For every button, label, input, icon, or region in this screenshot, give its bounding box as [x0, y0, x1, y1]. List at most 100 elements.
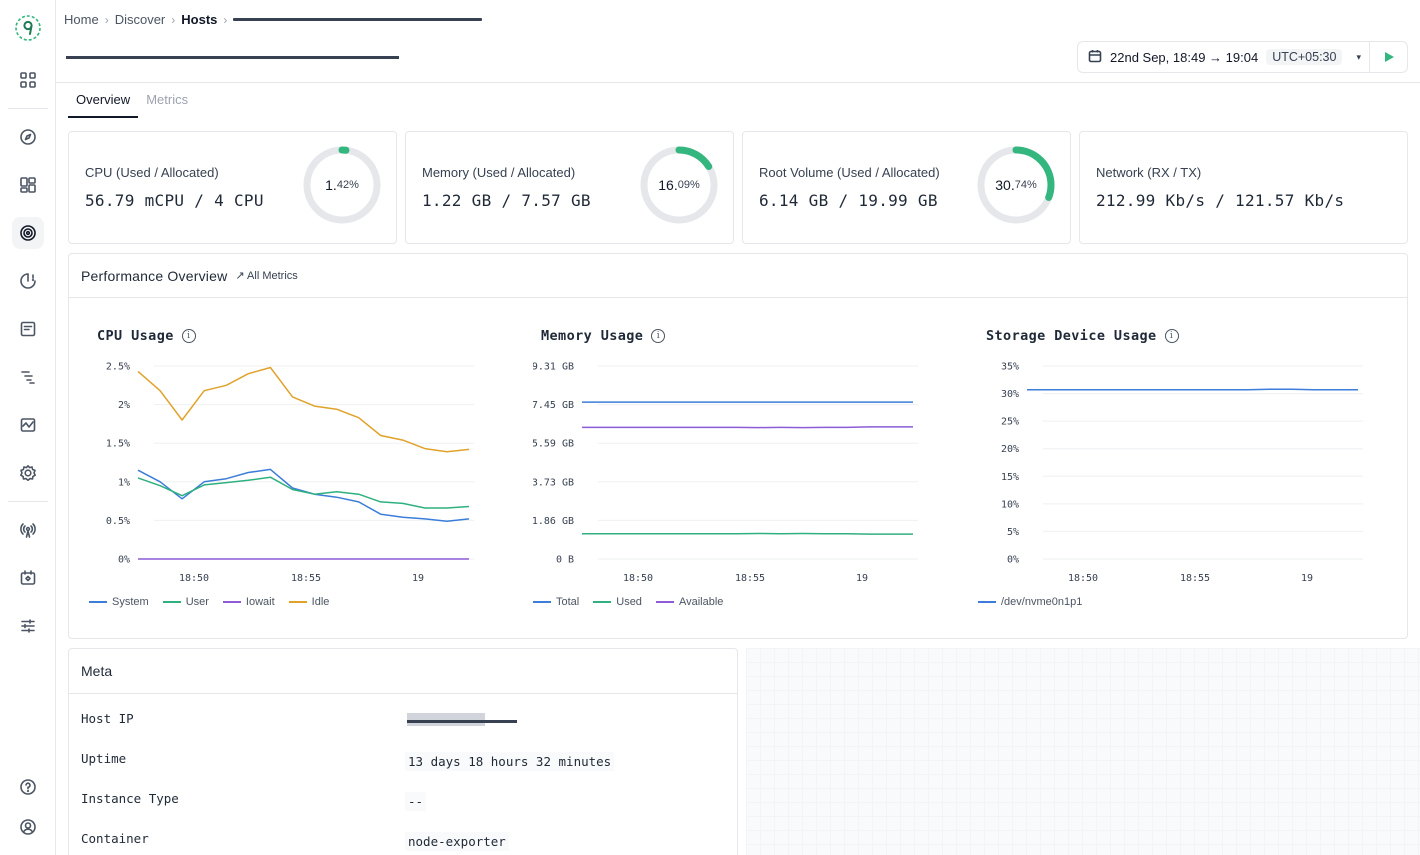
legend-label: /dev/nvme0n1p1: [1001, 596, 1083, 608]
info-icon[interactable]: i: [651, 329, 666, 343]
series-line--dev-nvme0n1p1: [1027, 388, 1358, 391]
legend-item[interactable]: Iowait: [222, 596, 275, 608]
series-line-system: [137, 468, 470, 522]
storage-usage-title-text: Storage Device Usage: [986, 328, 1157, 344]
tab-overview[interactable]: Overview: [68, 88, 139, 118]
alerts-icon[interactable]: [12, 265, 44, 297]
info-icon[interactable]: i: [1164, 329, 1179, 343]
meta-label-instance-type: Instance Type: [81, 791, 179, 806]
legend-swatch: [222, 601, 241, 603]
y-tick-label: 9.31 GB: [533, 362, 574, 373]
run-query-button[interactable]: [1369, 41, 1408, 73]
dashboards-icon[interactable]: [12, 169, 44, 201]
legend-item[interactable]: Total: [533, 596, 579, 608]
legend-item[interactable]: /dev/nvme0n1p1: [978, 596, 1082, 608]
breadcrumb-separator: ›: [171, 12, 176, 27]
legend-swatch: [533, 601, 551, 603]
y-tick-label: 10%: [1001, 499, 1019, 510]
cpu-card-label: CPU (Used / Allocated): [85, 165, 219, 180]
y-tick-label: 20%: [1001, 444, 1019, 455]
legend-label: Iowait: [245, 596, 275, 608]
logs-icon[interactable]: [12, 313, 44, 345]
compass-icon[interactable]: [12, 121, 44, 153]
y-tick-label: 35%: [1001, 362, 1019, 373]
all-metrics-link[interactable]: ↗ All Metrics: [235, 270, 298, 282]
root-volume-percent-int: 30.: [995, 177, 1015, 193]
y-tick-label: 5%: [1007, 527, 1019, 538]
memory-card-label: Memory (Used / Allocated): [422, 165, 576, 180]
memory-usage-legend: Total Used Available: [533, 596, 723, 608]
time-range-picker[interactable]: 22nd Sep, 18:49 → 19:04 UTC+05:30 ▾: [1077, 41, 1370, 73]
cpu-percent-int: 1.: [325, 177, 337, 193]
meta-label-container: Container: [81, 831, 149, 846]
user-profile-icon[interactable]: [12, 811, 44, 843]
tab-metrics[interactable]: Metrics: [146, 92, 189, 107]
memory-usage-chart: 9.31 GB 7.45 GB 5.59 GB 3.73 GB 1.86 GB 0 B 18…: [533, 362, 918, 584]
y-tick-label: 0%: [1007, 555, 1019, 566]
app-logo-icon[interactable]: [14, 14, 42, 42]
y-tick-label: 0 B: [556, 555, 574, 566]
series-line-user: [137, 476, 470, 509]
chevron-down-icon[interactable]: ▾: [1356, 51, 1361, 62]
empty-grid-area: [746, 648, 1420, 855]
breadcrumb-home[interactable]: Home: [64, 12, 99, 27]
storage-usage-legend: /dev/nvme0n1p1: [978, 596, 1082, 608]
memory-percent-dec: 09%: [677, 179, 700, 191]
cpu-usage-title: CPU Usage i: [97, 328, 196, 344]
legend-label: Total: [556, 596, 580, 608]
meta-value-instance-type: --: [405, 792, 427, 811]
series-line-used: [582, 532, 913, 535]
x-tick-label: 18:55: [291, 573, 321, 584]
info-icon[interactable]: i: [181, 329, 196, 343]
legend-item[interactable]: Used: [593, 596, 642, 608]
cpu-gauge: [303, 146, 381, 224]
metrics-icon[interactable]: [12, 409, 44, 441]
home-icon[interactable]: [12, 64, 44, 96]
tabs: Overview Metrics: [68, 88, 196, 118]
y-tick-label: 1.5%: [106, 439, 130, 450]
root-volume-card-value: 6.14 GB / 19.99 GB: [759, 191, 938, 210]
breadcrumb-hosts[interactable]: Hosts: [181, 12, 218, 27]
breadcrumb-discover[interactable]: Discover: [114, 12, 166, 27]
network-card-label: Network (RX / TX): [1096, 165, 1202, 180]
host-ip-redacted: [405, 711, 517, 727]
x-tick-label: 18:50: [179, 573, 209, 584]
help-icon[interactable]: [12, 771, 44, 803]
legend-label: Available: [678, 596, 724, 608]
y-tick-label: 2.5%: [106, 362, 130, 373]
integrations-icon[interactable]: [12, 562, 44, 594]
y-tick-label: 0.5%: [106, 516, 130, 527]
legend-item[interactable]: System: [89, 596, 149, 608]
storage-usage-title: Storage Device Usage i: [986, 328, 1179, 344]
memory-gauge-percent: 16. 09%: [639, 145, 719, 225]
legend-item[interactable]: Idle: [288, 596, 330, 608]
meta-value-uptime: 13 days 18 hours 32 minutes: [405, 752, 615, 771]
network-card: Network (RX / TX) 212.99 Kb/s / 121.57 K…: [1079, 131, 1408, 244]
cpu-gauge-arc: [303, 146, 381, 224]
cpu-card: CPU (Used / Allocated) 56.79 mCPU / 4 CP…: [68, 131, 397, 244]
root-volume-gauge-arc: [977, 146, 1055, 224]
y-tick-label: 5.59 GB: [533, 439, 574, 450]
traces-icon[interactable]: [12, 361, 44, 393]
infrastructure-icon[interactable]: [12, 217, 44, 249]
legend-swatch: [162, 601, 181, 603]
legend-swatch: [978, 601, 996, 603]
settings-gear-icon[interactable]: [12, 457, 44, 489]
cpu-gauge-percent: 1. 42%: [302, 145, 382, 225]
sliders-icon[interactable]: [12, 610, 44, 642]
y-tick-label: 0%: [118, 555, 130, 566]
x-tick-label: 19: [856, 573, 868, 584]
meta-title: Meta: [69, 649, 737, 694]
meta-value-container: node-exporter: [405, 832, 509, 851]
legend-item[interactable]: Available: [655, 596, 724, 608]
series-line-available: [582, 426, 913, 429]
root-volume-card: Root Volume (Used / Allocated) 6.14 GB /…: [742, 131, 1071, 244]
x-tick-label: 18:50: [1068, 573, 1098, 584]
legend-label: Idle: [311, 596, 330, 608]
memory-usage-title: Memory Usage i: [541, 328, 666, 344]
broadcast-icon[interactable]: [12, 514, 44, 546]
legend-item[interactable]: User: [162, 596, 209, 608]
legend-swatch: [655, 601, 674, 603]
memory-gauge-arc: [640, 146, 718, 224]
cpu-usage-legend: System User Iowait Idle: [89, 596, 329, 608]
